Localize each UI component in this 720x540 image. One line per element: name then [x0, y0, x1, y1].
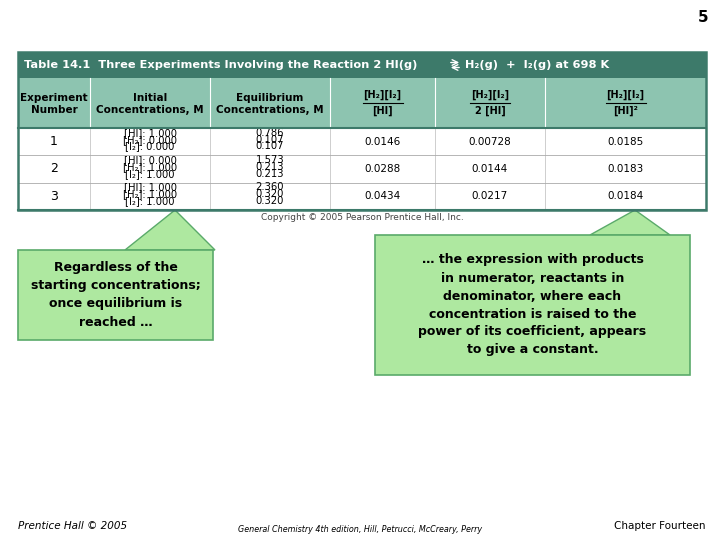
- Text: [H₂]: 0.000: [H₂]: 0.000: [123, 134, 177, 145]
- Text: 0.00728: 0.00728: [469, 137, 511, 147]
- Text: 0.0288: 0.0288: [364, 164, 400, 174]
- Text: 0.213: 0.213: [256, 169, 284, 179]
- Text: [I₂]: 0.000: [I₂]: 0.000: [125, 141, 175, 151]
- Text: 0.0183: 0.0183: [608, 164, 644, 174]
- Text: 5: 5: [698, 10, 708, 24]
- Text: … the expression with products
in numerator, reactants in
denominator, where eac: … the expression with products in numera…: [418, 253, 647, 356]
- FancyBboxPatch shape: [18, 78, 706, 128]
- Text: Equilibrium: Equilibrium: [236, 93, 304, 103]
- Text: [HI]: [HI]: [372, 106, 393, 116]
- Text: General Chemistry 4th edition, Hill, Petrucci, McCreary, Perry: General Chemistry 4th edition, Hill, Pet…: [238, 525, 482, 535]
- Text: Table 14.1  Three Experiments Involving the Reaction 2 HI(g): Table 14.1 Three Experiments Involving t…: [24, 60, 426, 70]
- Text: 0.0144: 0.0144: [472, 164, 508, 174]
- Text: 0.0146: 0.0146: [364, 137, 400, 147]
- Text: Prentice Hall © 2005: Prentice Hall © 2005: [18, 521, 127, 531]
- Text: 2 [HI]: 2 [HI]: [474, 106, 505, 116]
- Text: [HI]: 1.000: [HI]: 1.000: [124, 128, 176, 138]
- Text: 0.107: 0.107: [256, 141, 284, 151]
- Text: 0.0184: 0.0184: [608, 191, 644, 201]
- FancyBboxPatch shape: [18, 52, 706, 78]
- Text: Experiment: Experiment: [20, 93, 88, 103]
- Text: 0.0185: 0.0185: [608, 137, 644, 147]
- Text: [H₂]: 1.000: [H₂]: 1.000: [123, 162, 177, 172]
- Text: [I₂]: 1.000: [I₂]: 1.000: [125, 196, 175, 206]
- Text: 0.107: 0.107: [256, 134, 284, 145]
- Text: Concentrations, M: Concentrations, M: [216, 105, 324, 115]
- Text: Initial: Initial: [133, 93, 167, 103]
- Text: 1.573: 1.573: [256, 155, 284, 165]
- Text: Concentrations, M: Concentrations, M: [96, 105, 204, 115]
- Text: [HI]: 0.000: [HI]: 0.000: [124, 155, 176, 165]
- Text: 2: 2: [50, 163, 58, 176]
- Polygon shape: [590, 210, 670, 235]
- Text: [H₂][I₂]: [H₂][I₂]: [471, 90, 509, 100]
- Text: 0.0217: 0.0217: [472, 191, 508, 201]
- FancyBboxPatch shape: [18, 250, 213, 340]
- Text: Copyright © 2005 Pearson Prentice Hall, Inc.: Copyright © 2005 Pearson Prentice Hall, …: [261, 213, 464, 221]
- Text: 3: 3: [50, 190, 58, 203]
- Text: [I₂]: 1.000: [I₂]: 1.000: [125, 169, 175, 179]
- Text: [H₂]: 1.000: [H₂]: 1.000: [123, 190, 177, 199]
- Text: 0.0434: 0.0434: [364, 191, 400, 201]
- Text: 0.213: 0.213: [256, 162, 284, 172]
- FancyBboxPatch shape: [18, 128, 706, 210]
- FancyBboxPatch shape: [375, 235, 690, 375]
- Text: [HI]²: [HI]²: [613, 106, 638, 116]
- Text: H₂(g)  +  I₂(g) at 698 K: H₂(g) + I₂(g) at 698 K: [465, 60, 609, 70]
- Text: 2.360: 2.360: [256, 183, 284, 192]
- Text: 1: 1: [50, 135, 58, 148]
- Text: [H₂][I₂]: [H₂][I₂]: [606, 90, 644, 100]
- Text: [HI]: 1.000: [HI]: 1.000: [124, 183, 176, 192]
- Text: Chapter Fourteen: Chapter Fourteen: [614, 521, 706, 531]
- Text: Regardless of the
starting concentrations;
once equilibrium is
reached …: Regardless of the starting concentration…: [31, 261, 200, 328]
- Text: 0.320: 0.320: [256, 190, 284, 199]
- Text: [H₂][I₂]: [H₂][I₂]: [364, 90, 402, 100]
- Text: 0.320: 0.320: [256, 196, 284, 206]
- Text: Number: Number: [31, 105, 77, 115]
- Polygon shape: [125, 210, 215, 250]
- Text: 0.786: 0.786: [256, 128, 284, 138]
